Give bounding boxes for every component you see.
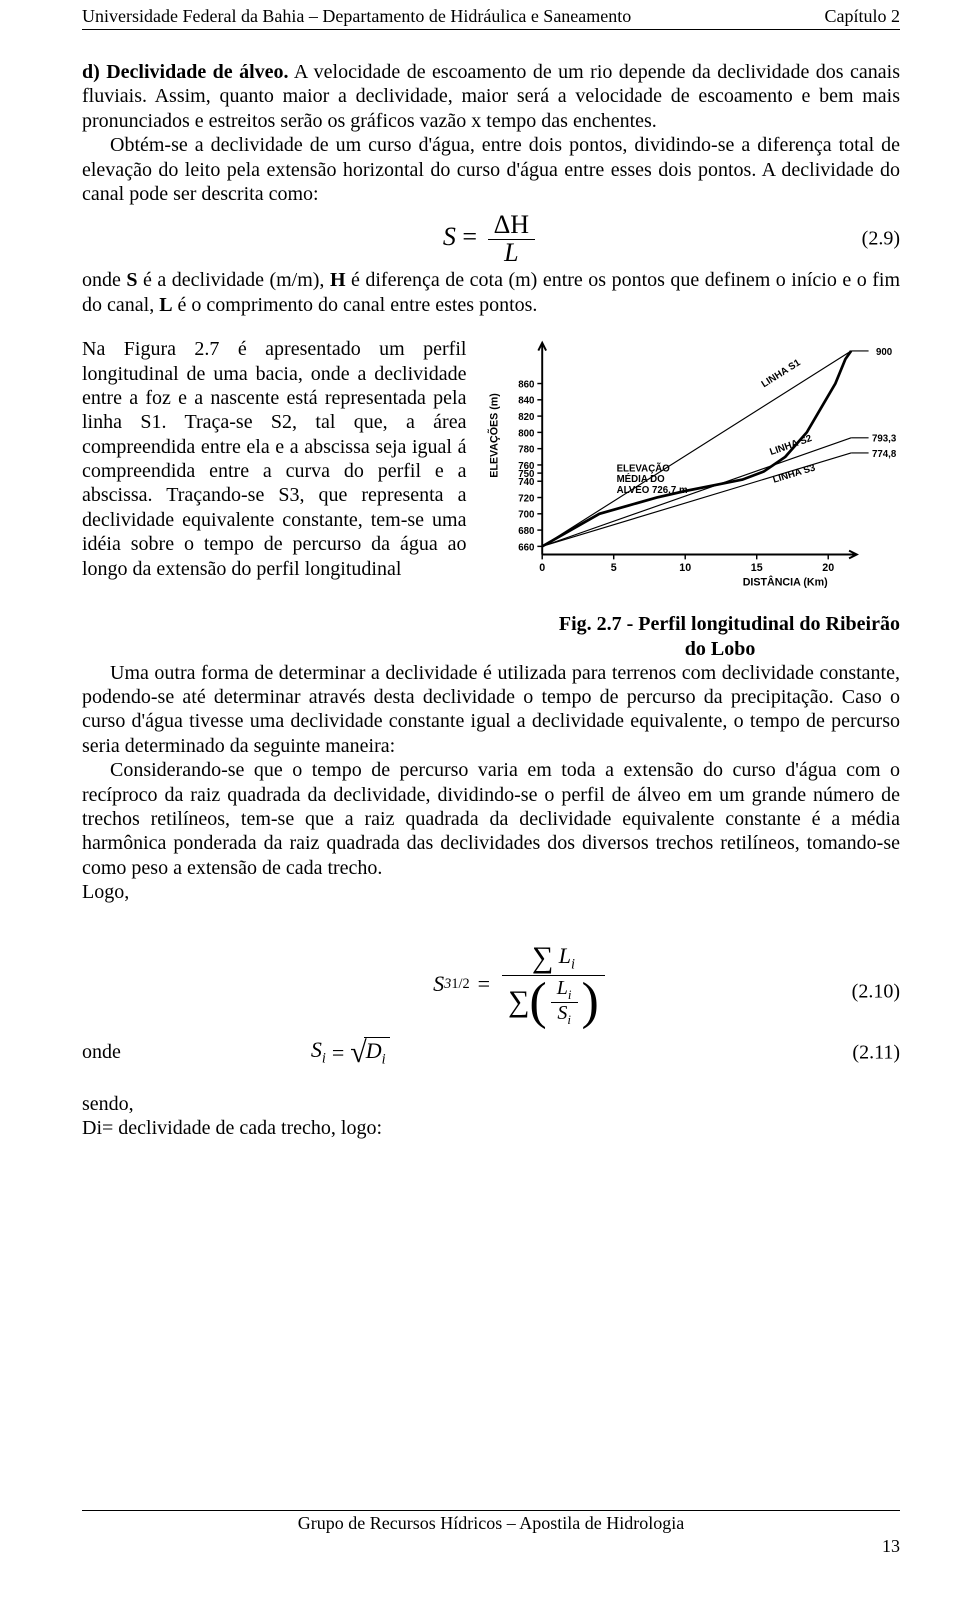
svg-text:ALVEO 726,7 m: ALVEO 726,7 m bbox=[617, 485, 688, 496]
eq29-den: L bbox=[488, 240, 536, 266]
svg-text:840: 840 bbox=[519, 396, 535, 407]
logo-line: Logo, bbox=[82, 880, 900, 904]
svg-text:774,8: 774,8 bbox=[872, 449, 897, 460]
after-eq29: onde S é a declividade (m/m), H é difere… bbox=[82, 268, 900, 317]
header-right: Capítulo 2 bbox=[825, 6, 901, 27]
sendo-line: sendo, bbox=[82, 1092, 900, 1116]
fig-caption-2: do Lobo bbox=[540, 638, 900, 661]
footer-center: Grupo de Recursos Hídricos – Apostila de… bbox=[82, 1510, 900, 1534]
onde-label: onde bbox=[82, 1041, 121, 1064]
figure-row: Na Figura 2.7 é apresentado um perfil lo… bbox=[82, 337, 900, 594]
eq29-frac: ΔH L bbox=[488, 212, 536, 266]
svg-text:800: 800 bbox=[519, 428, 535, 439]
svg-text:900: 900 bbox=[876, 347, 892, 358]
figure-text: Na Figura 2.7 é apresentado um perfil lo… bbox=[82, 337, 466, 594]
equation-2-9: S = ΔH L (2.9) bbox=[82, 212, 900, 266]
eq29-num: ΔH bbox=[488, 212, 536, 240]
di-line: Di= declividade de cada trecho, logo: bbox=[82, 1116, 900, 1140]
section-d-title: d) Declividade de álveo. bbox=[82, 61, 289, 83]
svg-text:860: 860 bbox=[519, 380, 535, 391]
t-H: H bbox=[330, 269, 346, 291]
fp-s2: S2 bbox=[271, 411, 292, 433]
equation-2-11: onde Si = √Di (2.11) bbox=[82, 1036, 900, 1070]
eq211-tag: (2.11) bbox=[852, 1041, 900, 1064]
svg-text:10: 10 bbox=[680, 562, 692, 574]
eq210-tag: (2.10) bbox=[852, 981, 900, 1004]
para4: Considerando-se que o tempo de percurso … bbox=[82, 758, 900, 880]
t-L: L bbox=[159, 294, 172, 316]
svg-text:700: 700 bbox=[519, 510, 535, 521]
fig-caption-1: Fig. 2.7 - Perfil longitudinal do Ribeir… bbox=[82, 613, 900, 636]
svg-text:680: 680 bbox=[519, 526, 535, 537]
svg-text:780: 780 bbox=[519, 445, 535, 456]
svg-text:820: 820 bbox=[519, 412, 535, 423]
para3: Uma outra forma de determinar a declivid… bbox=[82, 661, 900, 759]
svg-text:5: 5 bbox=[611, 562, 617, 574]
t-b: é a declividade (m/m), bbox=[138, 269, 330, 291]
t-d: é o comprimento do canal entre estes pon… bbox=[173, 294, 538, 316]
t-S: S bbox=[126, 269, 137, 291]
svg-text:ELEVAÇÕES (m): ELEVAÇÕES (m) bbox=[488, 393, 501, 478]
eq29-tag: (2.9) bbox=[862, 228, 900, 251]
svg-text:720: 720 bbox=[519, 494, 535, 505]
header-left: Universidade Federal da Bahia – Departam… bbox=[82, 6, 631, 27]
svg-text:793,3: 793,3 bbox=[872, 434, 897, 445]
svg-text:MÉDIA DO: MÉDIA DO bbox=[617, 474, 666, 485]
page-footer: Grupo de Recursos Hídricos – Apostila de… bbox=[82, 1510, 900, 1557]
svg-text:760: 760 bbox=[519, 461, 535, 472]
t-a: onde bbox=[82, 269, 126, 291]
page-header: Universidade Federal da Bahia – Departam… bbox=[82, 0, 900, 30]
svg-text:0: 0 bbox=[540, 562, 546, 574]
figure-chart-container: 6606807007207407507607808008208408600510… bbox=[482, 337, 900, 594]
svg-text:15: 15 bbox=[751, 562, 763, 574]
svg-text:DISTÂNCIA (Km): DISTÂNCIA (Km) bbox=[743, 576, 828, 589]
section-d-p2: Obtém-se a declividade de um curso d'águ… bbox=[82, 133, 900, 206]
svg-text:ELEVAÇÃO: ELEVAÇÃO bbox=[617, 464, 671, 475]
svg-text:20: 20 bbox=[823, 562, 835, 574]
eq29-lhs: S bbox=[443, 222, 456, 251]
page-number: 13 bbox=[82, 1536, 900, 1557]
section-d: d) Declividade de álveo. A velocidade de… bbox=[82, 60, 900, 206]
longitudinal-profile-chart: 6606807007207407507607808008208408600510… bbox=[482, 337, 900, 589]
equation-2-10: S31/2 = ∑ Li ∑(LiSi) (2.10) bbox=[82, 943, 900, 1026]
fp-t2: . Traça-se bbox=[161, 411, 270, 433]
fp-s1: S1 bbox=[140, 411, 161, 433]
svg-text:660: 660 bbox=[519, 542, 535, 553]
fp-s3: S3 bbox=[278, 484, 299, 506]
